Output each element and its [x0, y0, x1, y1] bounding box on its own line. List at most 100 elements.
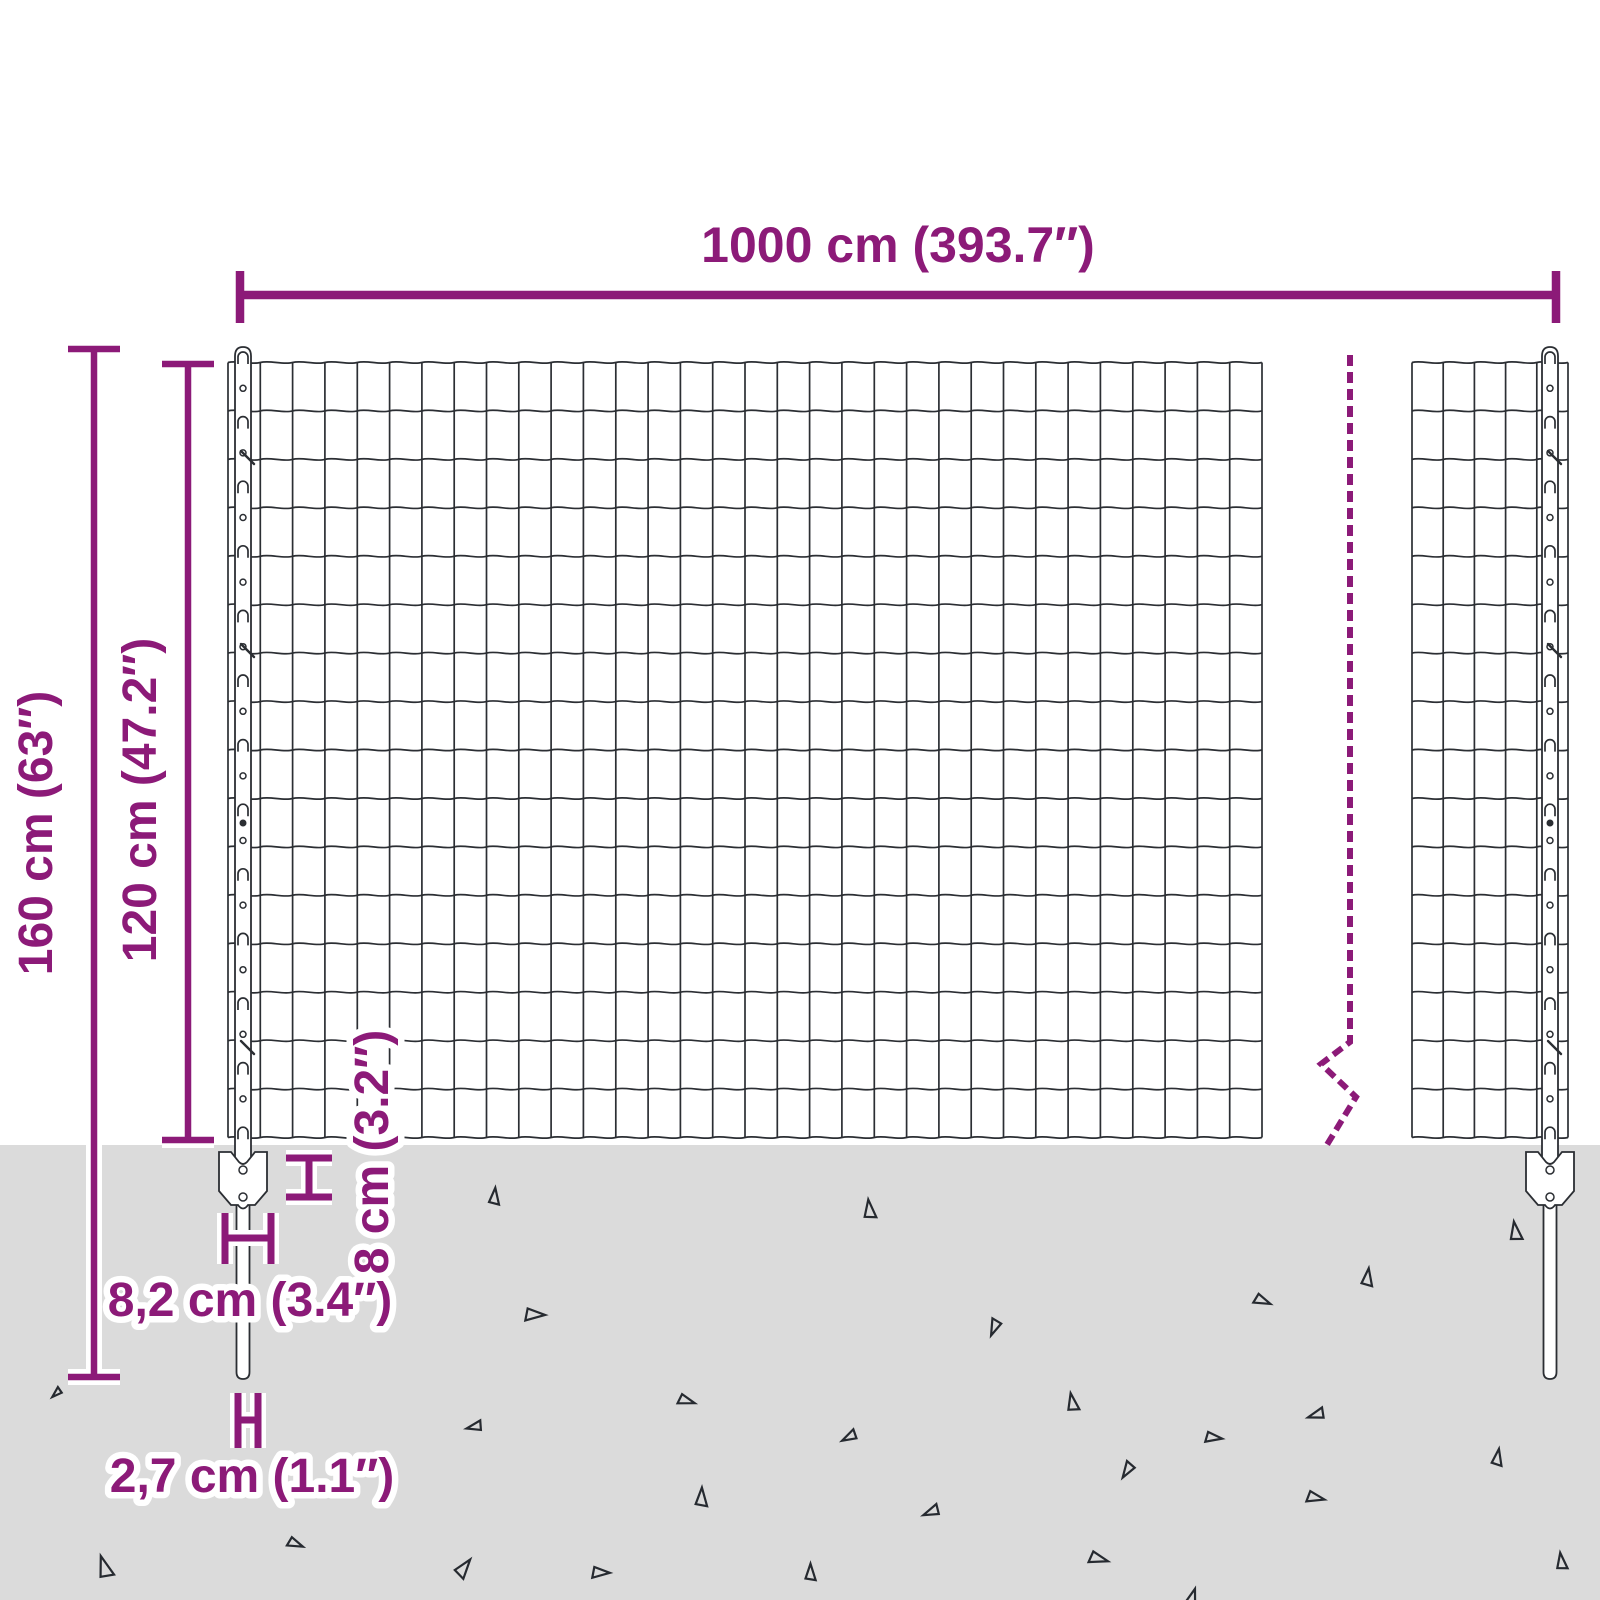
soil-triangle — [1203, 1430, 1226, 1444]
mesh-wire-horizontal — [227, 457, 1263, 461]
fence-height-dimension-label: 120 cm (47.2″) — [114, 638, 167, 963]
post-hole — [239, 965, 247, 974]
plate-width-dimension: 8,2 cm (3.4″) — [101, 1213, 399, 1334]
anchor-depth-dimension-label: 8 cm (3.2″) — [346, 1030, 399, 1274]
soil-triangle — [1555, 1549, 1570, 1570]
post-clip — [237, 674, 249, 687]
post-wire-tie — [239, 449, 256, 466]
mesh-wire-horizontal — [227, 796, 1263, 801]
mesh-wire-horizontal — [1411, 990, 1569, 994]
anchor-plate-hole — [1545, 1165, 1555, 1175]
total-height-dimension: 160 cm (63″) — [4, 341, 120, 1385]
mesh-wire-horizontal — [227, 893, 1263, 897]
post-clip — [1544, 803, 1556, 817]
spike-width-dimension-line — [234, 1393, 262, 1448]
post-clip — [1544, 1061, 1556, 1075]
soil-triangle — [1490, 1445, 1503, 1468]
soil-triangle — [1086, 1549, 1112, 1564]
post-clip — [237, 997, 249, 1010]
soil-triangle — [675, 1392, 699, 1405]
soil-triangle — [1251, 1292, 1274, 1306]
soil-triangle — [1067, 1389, 1082, 1411]
post-clip — [237, 480, 249, 494]
soil-triangle — [99, 1552, 116, 1579]
post-wire-tie — [1546, 449, 1563, 466]
post-hole — [1546, 578, 1554, 586]
soil-triangle — [1120, 1458, 1137, 1481]
mesh-wire-horizontal — [1411, 1135, 1569, 1140]
post-wire-tie — [1546, 642, 1563, 659]
post-clip — [1544, 868, 1556, 881]
fence-height-dimension: 120 cm (47.2″) — [108, 356, 214, 1148]
mesh-wire-horizontal — [1411, 360, 1569, 365]
post-clip — [1544, 932, 1556, 946]
post-hole — [239, 578, 247, 586]
mesh-wire-horizontal — [227, 845, 1263, 849]
mesh-wire-horizontal — [1411, 942, 1569, 946]
post-hole — [1546, 772, 1554, 780]
soil-triangle — [694, 1484, 709, 1508]
post-spike — [1542, 1203, 1558, 1380]
post-clip — [1544, 415, 1556, 429]
post-clip — [237, 803, 249, 817]
panel-break-line — [1316, 355, 1360, 1150]
post-anchor-plate — [1525, 1151, 1575, 1210]
post-hole — [239, 513, 247, 522]
fence-posts — [218, 346, 1575, 1380]
width-dimension-label: 1000 cm (393.7″) — [701, 217, 1095, 273]
post-clip — [1544, 545, 1556, 558]
post-spike — [235, 1203, 251, 1380]
soil-triangle — [1304, 1405, 1325, 1419]
anchor-depth-dimension-line — [286, 1154, 332, 1201]
post-clip — [237, 868, 249, 881]
anchor-depth-dimension: 8 cm (3.2″) — [286, 1023, 406, 1281]
mesh-wire-horizontal — [227, 554, 1263, 558]
mesh-wire-horizontal — [227, 360, 1263, 365]
post-hole — [1546, 1095, 1554, 1103]
mesh-wire-horizontal — [227, 1135, 1263, 1140]
post-clip — [1544, 738, 1556, 752]
mesh-wire-horizontal — [1411, 1087, 1569, 1091]
mesh-wire-horizontal — [1411, 893, 1569, 897]
soil-triangle — [523, 1306, 549, 1323]
mesh-wire-horizontal — [227, 409, 1263, 413]
soil-triangle — [285, 1535, 307, 1549]
mesh-wire-horizontal — [1411, 409, 1569, 413]
post-wire-tie — [1546, 1039, 1563, 1056]
post-hole — [1546, 384, 1554, 393]
mesh-wire-horizontal — [227, 651, 1263, 655]
spike-width-dimension-label: 2,7 cm (1.1″) — [110, 1450, 394, 1503]
post-clip — [237, 738, 249, 752]
soil-triangle — [989, 1316, 1003, 1339]
post-clip — [237, 609, 249, 623]
panel-break-dashed-line — [1316, 355, 1360, 1150]
spike-width-dimension: 2,7 cm (1.1″) — [103, 1393, 401, 1510]
post-hole — [1546, 513, 1554, 522]
mesh-wire-horizontal — [227, 748, 1263, 752]
mesh-wire-horizontal — [1411, 554, 1569, 558]
soil-triangles — [49, 1184, 1570, 1600]
mesh-wire-horizontal — [227, 990, 1263, 994]
post-wire-tie — [239, 1039, 256, 1056]
post-hole — [1546, 901, 1554, 909]
post-clip — [1544, 674, 1556, 687]
soil-triangle — [1184, 1585, 1197, 1600]
soil-triangle — [453, 1556, 473, 1581]
post-hole — [239, 836, 247, 845]
soil-triangle — [487, 1184, 501, 1207]
post-hole — [1546, 707, 1554, 716]
post-hole — [239, 1030, 247, 1039]
post-clip — [1544, 480, 1556, 494]
post-hole — [1546, 1030, 1554, 1039]
mesh-wire-horizontal — [1411, 457, 1569, 461]
post-hole — [239, 384, 247, 393]
width-dimension-line — [235, 271, 1561, 323]
total-height-dimension-label: 160 cm (63″) — [10, 691, 63, 975]
post-hole — [239, 901, 247, 909]
post-anchor-plate — [218, 1151, 268, 1210]
mesh-section-main — [227, 360, 1263, 1140]
soil-triangle — [919, 1502, 941, 1517]
width-dimension: 1000 cm (393.7″) — [230, 211, 1566, 323]
